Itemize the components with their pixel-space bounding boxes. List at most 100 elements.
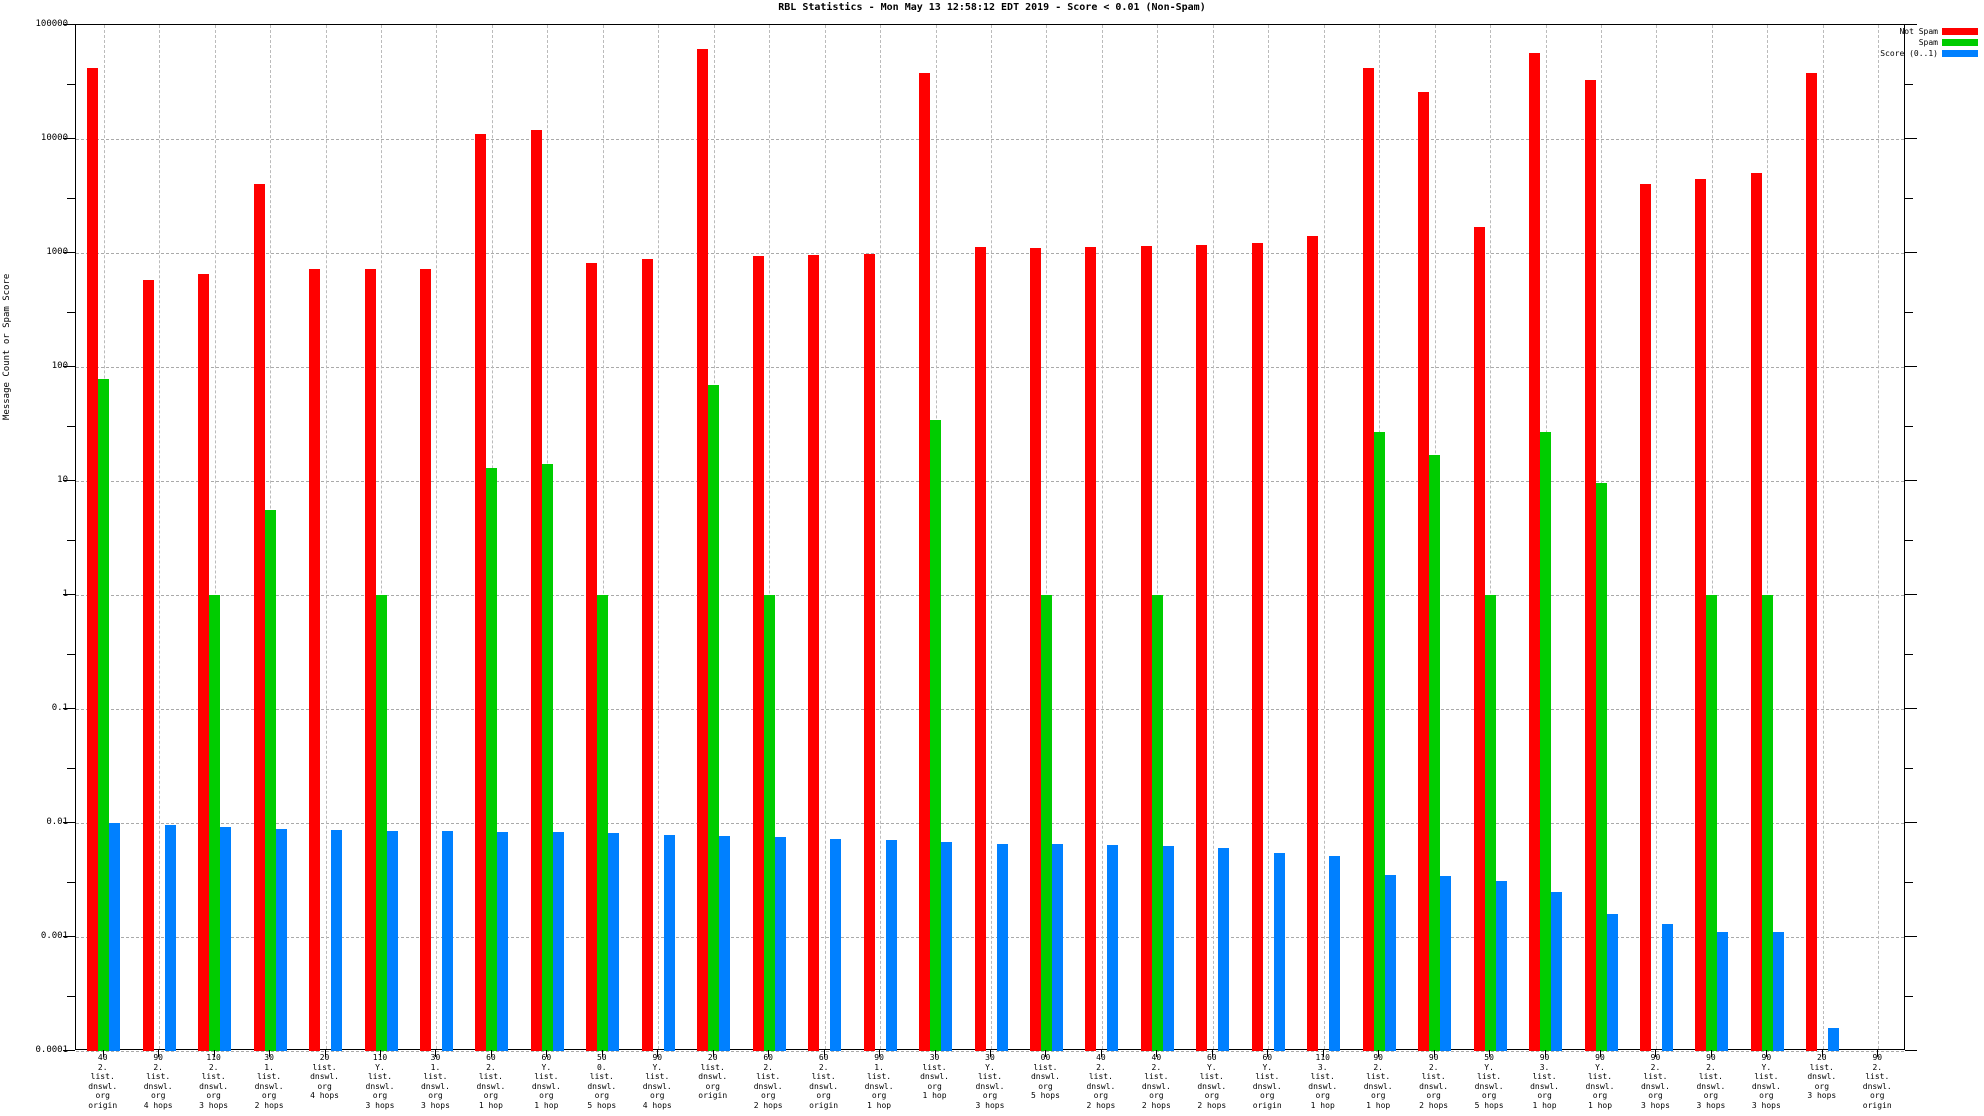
x-axis-label-line: org xyxy=(317,1081,332,1091)
x-axis-label-line: 30 xyxy=(264,1053,274,1062)
x-axis-label: 40 2. list. dnswl. org 2 hops xyxy=(1073,1053,1128,1111)
x-axis-label-line: dnswl. xyxy=(1696,1081,1726,1091)
x-axis-label-line: list. xyxy=(1421,1072,1446,1082)
x-axis-label-line: 90 xyxy=(1595,1053,1605,1062)
y-axis-tick xyxy=(63,594,75,595)
bar-not-spam xyxy=(198,274,210,1051)
x-gridline xyxy=(658,25,660,1049)
x-axis-label-line: origin xyxy=(1862,1100,1892,1110)
x-axis-label-line: list. xyxy=(1643,1072,1668,1082)
bar-score xyxy=(1051,844,1063,1051)
x-axis-label-line: list. xyxy=(756,1072,781,1082)
bar-not-spam xyxy=(1085,246,1097,1051)
x-axis-label-line: 90 xyxy=(1761,1053,1772,1062)
x-axis-label-line: dnswl. xyxy=(420,1081,450,1091)
x-axis-label: 90 2. list. dnswl. org 2 hops xyxy=(1406,1053,1461,1111)
x-gridline xyxy=(824,25,826,1049)
x-axis-label-line: 50 xyxy=(596,1053,607,1062)
y-axis-label: 0.0001 xyxy=(35,1045,68,1055)
bar-score xyxy=(719,835,731,1051)
x-axis-label-line: org xyxy=(1814,1081,1830,1091)
x-axis-label-line: dnswl. xyxy=(1141,1081,1171,1091)
y-axis-minor-tick-right xyxy=(1905,539,1913,541)
bar-score xyxy=(663,835,675,1051)
y-axis-minor-tick-right xyxy=(1905,767,1913,769)
bar-spam xyxy=(209,595,221,1051)
x-axis-label: 60 2. list. dnswl. org 2 hops xyxy=(740,1053,795,1111)
x-axis-label: 30 1. list. dnswl. org 2 hops xyxy=(241,1053,296,1111)
x-axis-label-line: org xyxy=(1093,1091,1109,1101)
x-axis-label-line: 40 xyxy=(1151,1053,1162,1062)
x-axis-tick xyxy=(490,1050,492,1057)
y-gridline xyxy=(76,937,1904,938)
bar-spam xyxy=(1484,595,1496,1051)
x-axis-label-line: list. xyxy=(1033,1062,1058,1072)
x-gridline xyxy=(1212,25,1214,1049)
x-axis-tick xyxy=(158,1050,160,1057)
x-axis-label-line: Y. xyxy=(1484,1062,1494,1072)
y-axis-tick-right xyxy=(1905,366,1917,367)
x-axis-label-line: dnswl. xyxy=(476,1081,506,1091)
x-axis-label: 20 list. dnswl. org 3 hops xyxy=(1794,1053,1849,1101)
x-axis-labels: 40 2. list. dnswl. org origin 90 2. list. dnswl. o… xyxy=(75,1053,1905,1116)
y-gridline xyxy=(76,823,1904,824)
x-axis-label-line: dnswl. xyxy=(753,1081,783,1091)
x-axis-tick xyxy=(934,1050,936,1057)
x-gridline xyxy=(325,25,327,1049)
bar-spam xyxy=(597,595,609,1051)
bar-spam xyxy=(930,420,942,1051)
x-axis-tick xyxy=(1045,1050,1047,1057)
x-axis-label-line: dnswl. xyxy=(143,1081,173,1091)
x-axis-label-line: 90 xyxy=(874,1053,884,1062)
x-axis-label-line: 4 hops xyxy=(143,1100,173,1110)
x-gridline xyxy=(769,25,771,1049)
x-axis-label: 90 3. list. dnswl. org 1 hop xyxy=(1517,1053,1572,1111)
x-axis-label-line: org xyxy=(1260,1091,1275,1101)
x-axis-label-line: list. xyxy=(977,1072,1003,1082)
x-axis-tick xyxy=(601,1050,603,1057)
y-axis-minor-tick-right xyxy=(1905,425,1913,427)
y-axis-minor-tick xyxy=(67,539,75,541)
x-axis-label-line: list. xyxy=(1477,1072,1502,1082)
x-axis-label: 60 Y. list. dnswl. org 1 hop xyxy=(519,1053,574,1111)
y-axis-label: 0.1 xyxy=(51,703,68,713)
x-axis-label-line: 2. xyxy=(486,1062,496,1072)
x-axis-label-line: 2. xyxy=(97,1062,108,1072)
x-axis-label-line: 20 xyxy=(707,1053,718,1062)
x-axis-tick xyxy=(823,1050,825,1057)
x-axis-label-line: org xyxy=(1870,1091,1885,1101)
bar-score xyxy=(1384,874,1396,1051)
bar-score xyxy=(1218,848,1230,1051)
x-axis-label: 90 Y. list. dnswl. org 3 hops xyxy=(1739,1053,1794,1111)
y-axis-minor-tick xyxy=(67,881,75,883)
bar-not-spam xyxy=(1029,247,1041,1051)
x-axis-label-line: 1. xyxy=(264,1062,274,1072)
x-axis-label-line: Y. xyxy=(985,1062,995,1072)
x-axis-label-line: org xyxy=(760,1091,776,1101)
bar-not-spam xyxy=(1140,245,1152,1051)
x-axis-label-line: list. xyxy=(645,1072,670,1082)
x-axis-label-line: dnswl. xyxy=(1419,1081,1449,1091)
x-axis-label: 60 Y. list. dnswl. org origin xyxy=(1240,1053,1295,1111)
x-axis-label-line: 20 xyxy=(1816,1053,1827,1062)
bar-spam xyxy=(708,384,720,1051)
x-axis-label-line: org xyxy=(1648,1091,1663,1101)
x-gridline xyxy=(1157,25,1159,1049)
x-axis-label-line: 90 xyxy=(1373,1053,1383,1062)
x-axis-label-line: 50 xyxy=(1484,1053,1494,1062)
x-axis-label-line: 90 xyxy=(1706,1053,1716,1062)
x-axis-label-line: 00 xyxy=(1040,1053,1051,1062)
x-axis-label-line: list. xyxy=(146,1072,171,1082)
x-axis-label-line: Y. xyxy=(1262,1062,1273,1072)
x-axis-label-line: Y. xyxy=(375,1062,385,1072)
x-axis-label-line: 40 xyxy=(1096,1053,1106,1062)
x-axis-label-line: 3 hops xyxy=(1696,1100,1726,1110)
x-gridline xyxy=(1878,25,1880,1049)
x-axis-label: 110 2. list. dnswl. org 3 hops xyxy=(186,1053,241,1111)
x-axis-tick xyxy=(380,1050,381,1057)
y-axis-label: 100 xyxy=(51,361,68,371)
bar-not-spam xyxy=(1584,79,1596,1051)
bar-not-spam xyxy=(142,279,154,1051)
x-axis-label-line: Y. xyxy=(1206,1062,1217,1072)
x-axis-label-line: org xyxy=(1426,1091,1441,1101)
